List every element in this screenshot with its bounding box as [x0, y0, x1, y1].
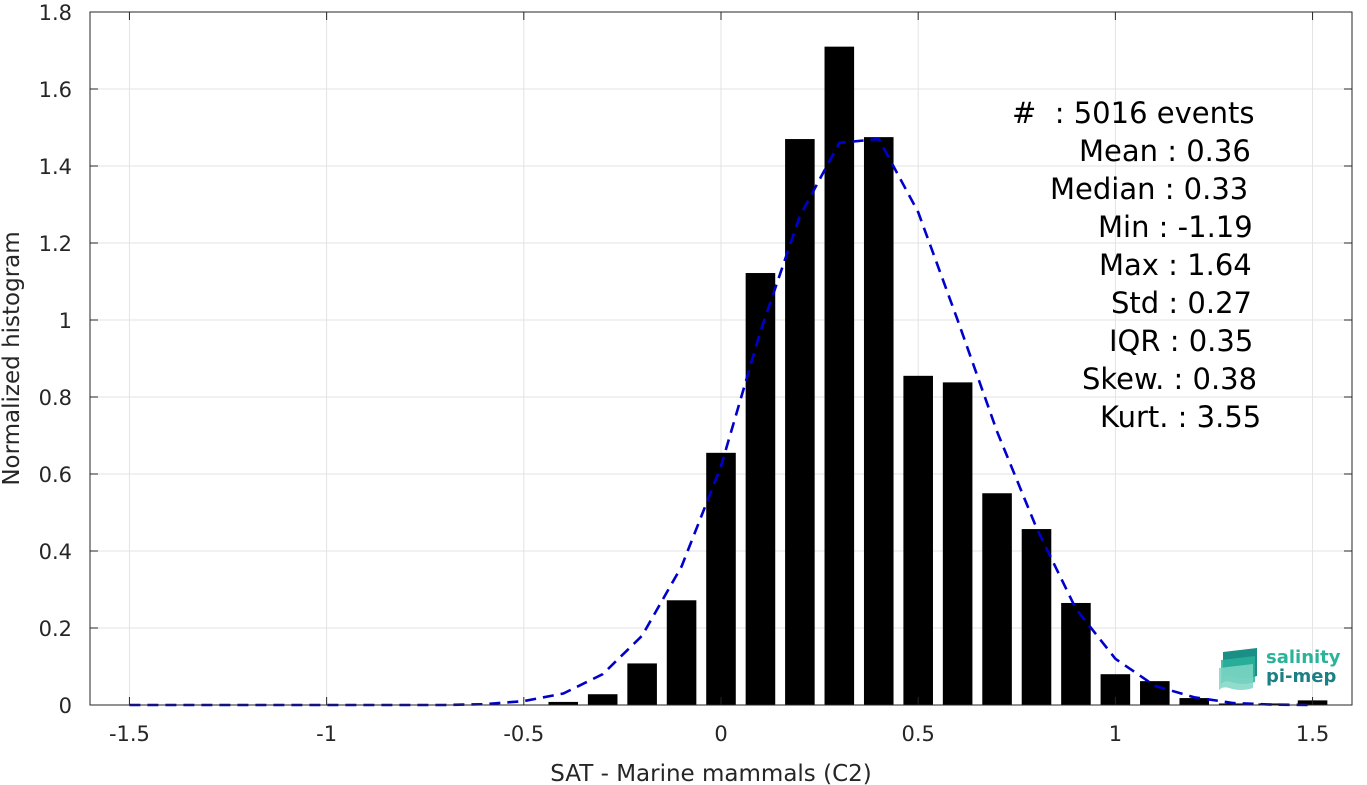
y-tick-label: 1.2 [39, 232, 72, 256]
stat-kurt: Kurt. : 3.55 [1100, 400, 1262, 434]
y-tick-label: 0.8 [39, 386, 72, 410]
x-tick-label: -0.5 [503, 722, 544, 746]
stat-max: Max : 1.64 [1099, 248, 1252, 282]
y-tick-label: 0 [59, 694, 72, 718]
y-tick-label: 0.4 [39, 540, 72, 564]
stat-iqr: IQR : 0.35 [1109, 324, 1254, 358]
histogram-bar [1179, 698, 1210, 705]
histogram-bar [982, 493, 1012, 705]
histogram-bar [587, 694, 618, 705]
axis-ticks: -1.5 -1 -0.5 0 0.5 1 1.5 0 0.2 0.4 0.6 0.8 1 1.2 1.4 1.… [39, 1, 1352, 746]
histogram-bar [942, 382, 973, 705]
salinity-pi-mep-logo: salinity pi-mep [1217, 646, 1347, 696]
histogram-bars [548, 46, 1328, 706]
stat-std: Std : 0.27 [1111, 286, 1252, 320]
x-tick-label: 0 [714, 722, 727, 746]
histogram-bar [745, 273, 776, 705]
histogram-bar [666, 600, 697, 705]
x-axis-label: SAT - Marine mammals (C2) [550, 761, 872, 785]
x-tick-label: -1 [316, 722, 337, 746]
histogram-bar [548, 701, 579, 705]
histogram-bar [824, 46, 855, 705]
x-tick-label: -1.5 [109, 722, 150, 746]
fit-curve [129, 137, 1313, 707]
stat-median: Median : 0.33 [1050, 172, 1249, 206]
wave-logo-icon [1219, 648, 1257, 690]
y-tick-label: 1.4 [39, 155, 72, 179]
stat-events: # : 5016 events [1012, 96, 1255, 130]
y-tick-label: 1 [59, 309, 72, 333]
y-tick-label: 0.6 [39, 463, 72, 487]
histogram-bar [1021, 529, 1052, 705]
logo-text-salinity: salinity [1266, 647, 1341, 668]
y-tick-label: 0.2 [39, 617, 72, 641]
y-tick-label: 1.6 [39, 78, 72, 102]
stat-min: Min : -1.19 [1098, 210, 1253, 244]
histogram-bar [863, 137, 894, 705]
logo-text-pi-mep: pi-mep [1266, 666, 1337, 687]
histogram-bar [903, 375, 933, 705]
histogram-bar [1140, 681, 1170, 705]
x-tick-label: 1.5 [1296, 722, 1329, 746]
y-axis-label: Normalized histogram [0, 231, 25, 485]
x-tick-label: 1 [1109, 722, 1122, 746]
x-tick-label: 0.5 [901, 722, 934, 746]
y-tick-label: 1.8 [39, 1, 72, 25]
stat-mean: Mean : 0.36 [1079, 134, 1251, 168]
histogram-bar [1258, 703, 1288, 705]
histogram-bar [1061, 602, 1091, 705]
histogram-bar [627, 663, 657, 705]
histogram-bar [785, 139, 815, 706]
stat-skew: Skew. : 0.38 [1082, 362, 1258, 396]
